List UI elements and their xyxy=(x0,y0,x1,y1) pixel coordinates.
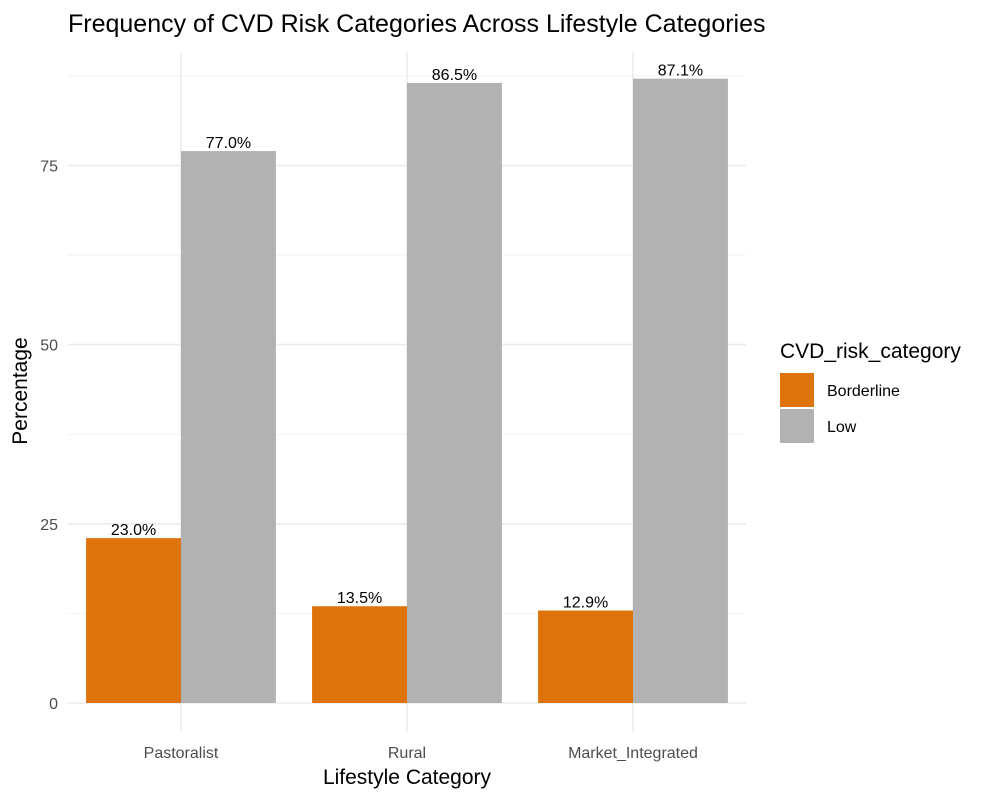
bar-borderline-rural xyxy=(312,606,407,703)
y-tick-label: 50 xyxy=(40,338,58,355)
data-label: 77.0% xyxy=(206,135,251,152)
data-labels: 23.0% 13.5% 12.9% 77.0% 86.5% 87.1% xyxy=(111,63,703,612)
data-label: 13.5% xyxy=(337,590,382,607)
legend-swatch-borderline xyxy=(780,373,814,407)
legend-label-low: Low xyxy=(827,419,857,436)
bar-low-market_integrated xyxy=(633,78,728,704)
y-tick-label: 0 xyxy=(49,696,58,713)
data-label: 86.5% xyxy=(432,67,477,84)
y-tick-label: 75 xyxy=(40,158,58,175)
legend-label-borderline: Borderline xyxy=(827,383,900,400)
data-label: 23.0% xyxy=(111,522,156,539)
data-label: 87.1% xyxy=(658,63,703,80)
y-tick-label: 25 xyxy=(40,517,58,534)
y-axis-title: Percentage xyxy=(9,337,32,444)
legend: CVD_risk_category Borderline Low xyxy=(780,340,961,443)
chart-title: Frequency of CVD Risk Categories Across … xyxy=(68,10,766,38)
y-axis: 0 25 50 75 xyxy=(40,158,58,713)
x-axis-title: Lifestyle Category xyxy=(323,766,492,789)
bars xyxy=(86,78,728,704)
x-tick-label: Market_Integrated xyxy=(568,745,698,762)
legend-items: Borderline Low xyxy=(780,373,900,443)
bar-low-pastoralist xyxy=(181,151,276,704)
bar-borderline-pastoralist xyxy=(86,538,181,703)
x-tick-label: Rural xyxy=(388,745,426,762)
bar-borderline-market_integrated xyxy=(538,610,633,703)
x-axis: Pastoralist Rural Market_Integrated xyxy=(144,745,698,762)
x-tick-label: Pastoralist xyxy=(144,745,219,762)
data-label: 12.9% xyxy=(563,595,608,612)
legend-swatch-low xyxy=(780,409,814,443)
plot-area: 23.0% 13.5% 12.9% 77.0% 86.5% 87.1% xyxy=(68,52,746,732)
bar-low-rural xyxy=(407,82,502,703)
legend-title: CVD_risk_category xyxy=(780,340,961,363)
